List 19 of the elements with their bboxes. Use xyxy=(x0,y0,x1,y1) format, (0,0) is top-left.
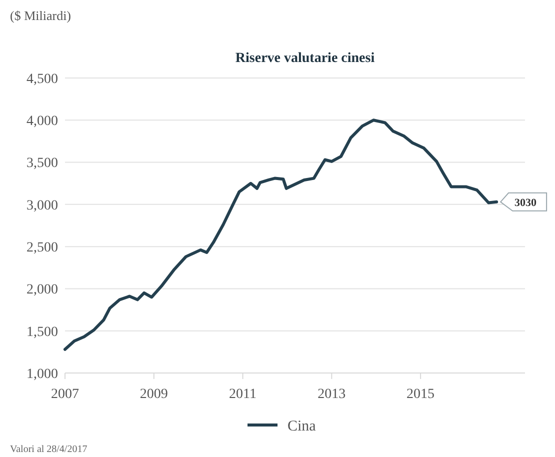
y-tick-label: 1,000 xyxy=(26,366,58,382)
line-series xyxy=(64,118,498,351)
y-tick-label: 3,000 xyxy=(26,198,58,214)
legend-label: Cina xyxy=(288,418,316,434)
x-tick-label: 2007 xyxy=(51,387,79,402)
y-axis-title: ($ Miliardi) xyxy=(10,8,72,23)
y-tick-label: 2,000 xyxy=(26,282,58,298)
x-tick-label: 2011 xyxy=(229,387,257,402)
x-tick-label: 2015 xyxy=(406,387,435,402)
annotation: 3030 xyxy=(514,196,538,209)
y-tick-label: 4,500 xyxy=(26,72,58,87)
x-tick-label: 2013 xyxy=(318,387,346,402)
text: Valori al 28/4/2017 xyxy=(10,444,88,455)
y-tick-label: 3,500 xyxy=(26,156,58,172)
y-tick-label: 4,000 xyxy=(26,114,58,130)
y-tick-label: 2,500 xyxy=(26,240,58,256)
chart-title: Riserve valutarie cinesi xyxy=(235,51,375,66)
x-tick-label: 2009 xyxy=(140,387,168,402)
y-tick-label: 1,500 xyxy=(26,324,58,340)
